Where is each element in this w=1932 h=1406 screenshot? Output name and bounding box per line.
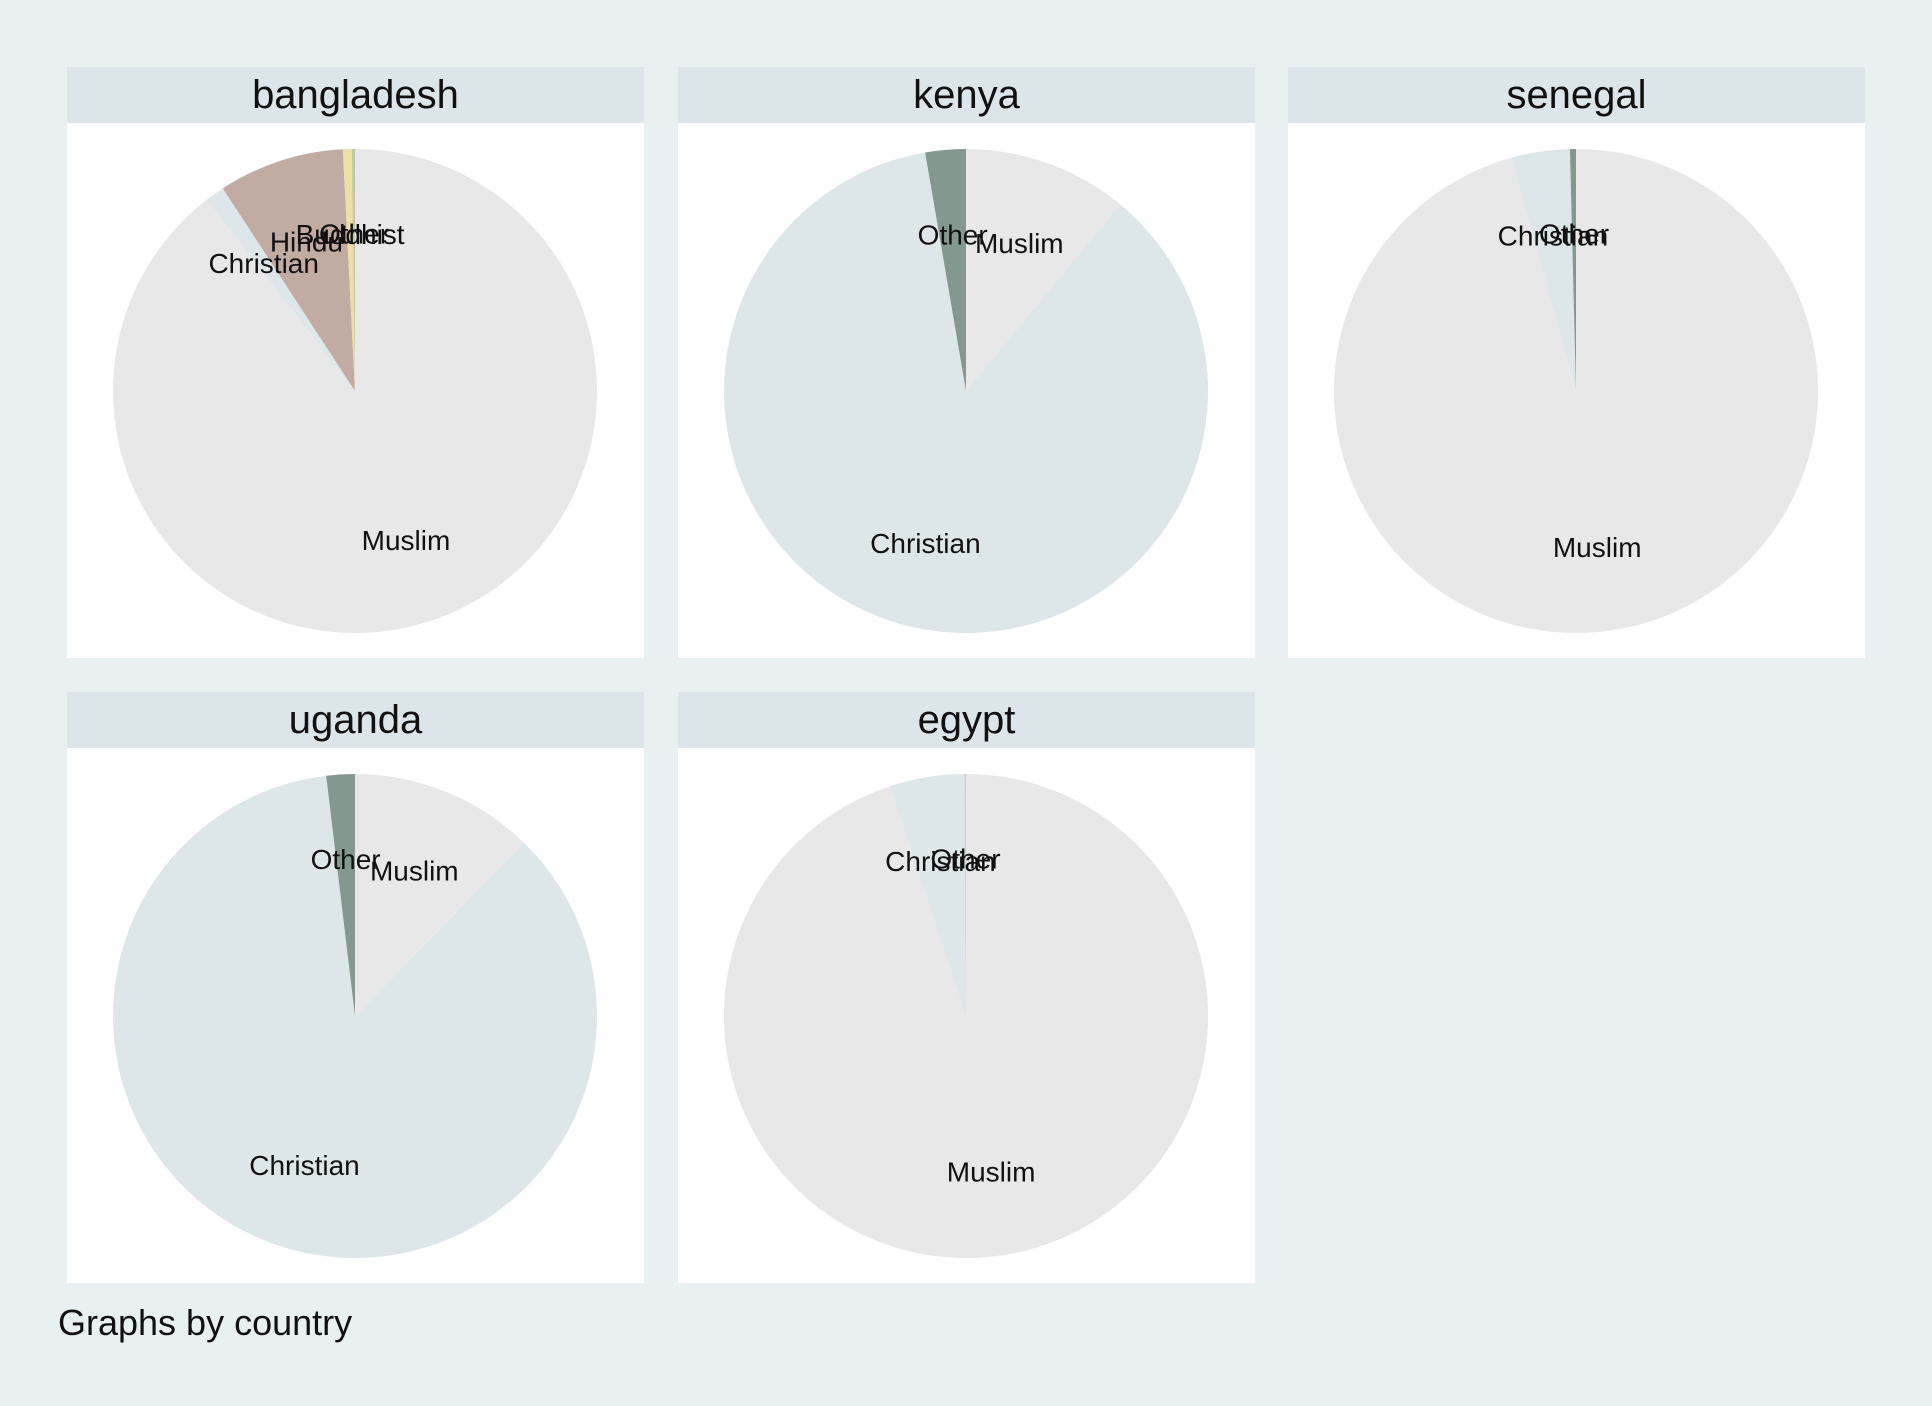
panel-title: egypt	[678, 692, 1255, 748]
pie-slice-hindu	[222, 149, 355, 391]
panel-title: senegal	[1288, 67, 1865, 123]
slice-label-christian: Christian	[870, 528, 980, 559]
footnote: Graphs by country	[58, 1302, 353, 1343]
pie-slice-muslim	[1334, 149, 1819, 633]
panel-title: kenya	[678, 67, 1255, 123]
slice-label-muslim: Muslim	[975, 228, 1064, 259]
slice-label-hindu: Hindu	[270, 226, 343, 257]
slice-label-muslim: Muslim	[370, 855, 459, 886]
panel-uganda: uganda Muslim Christian Other	[67, 692, 644, 1283]
slice-label-christian: Christian	[885, 846, 995, 877]
slice-label-muslim: Muslim	[947, 1156, 1036, 1187]
pie-slice-muslim	[113, 149, 598, 634]
slice-label-buddhist: Buddhist	[296, 219, 405, 250]
slice-label-christian: Christian	[1498, 220, 1608, 251]
pie-slice-other	[351, 149, 355, 391]
pie-slice-christian	[723, 152, 1208, 633]
pie-chart: Muslim Christian Other	[723, 149, 1208, 633]
panel-senegal: senegal Muslim Christian Other	[1288, 67, 1865, 658]
slice-label-other: Other	[319, 219, 389, 250]
pie-slice-buddhist	[342, 149, 355, 391]
slice-label-muslim: Muslim	[1553, 532, 1642, 563]
panel-egypt: egypt Muslim Christian Other	[678, 692, 1255, 1283]
pie-slice-christian	[889, 774, 966, 1016]
slice-label-christian: Christian	[249, 1150, 359, 1181]
pie-slice-christian	[113, 775, 598, 1258]
slice-label-christian: Christian	[208, 248, 318, 279]
pie-slice-christian	[206, 188, 355, 391]
pie-slice-muslim	[724, 774, 1209, 1258]
slice-label-other: Other	[311, 844, 381, 875]
slice-label-muslim: Muslim	[362, 525, 451, 556]
pie-slice-other	[326, 774, 355, 1016]
pie-chart: Muslim Christian Other	[113, 774, 598, 1258]
panel-title: uganda	[67, 692, 644, 748]
pie-slice-muslim	[966, 149, 1121, 391]
pie-slice-other	[1569, 149, 1576, 391]
panel-title: bangladesh	[67, 67, 644, 123]
pie-slice-other	[964, 773, 966, 1016]
panel-bangladesh: bangladesh Muslim Christian Hindu Buddhist O…	[67, 67, 644, 658]
slice-label-other: Other	[1539, 219, 1609, 250]
slice-label-other: Other	[930, 844, 1000, 875]
slice-label-other: Other	[918, 219, 988, 250]
pie-slice-muslim	[355, 774, 524, 1016]
panel-kenya: kenya Muslim Christian Other	[678, 67, 1255, 658]
pie-slice-other	[925, 149, 966, 391]
pie-slice-christian	[1511, 149, 1576, 391]
